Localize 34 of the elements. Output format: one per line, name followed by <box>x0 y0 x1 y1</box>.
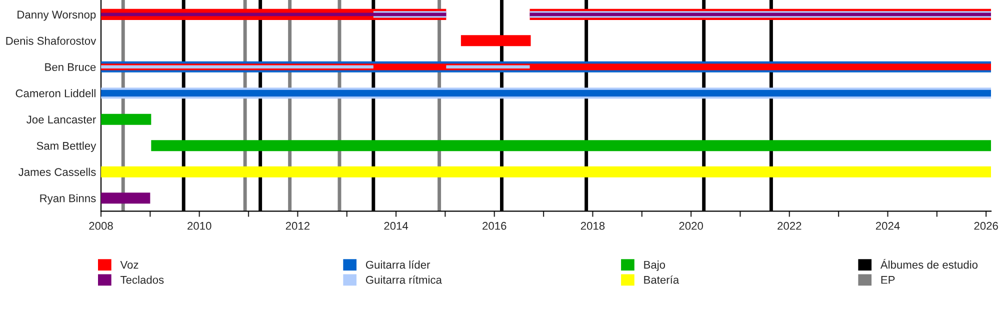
y-tick-label: Ben Bruce <box>45 63 96 72</box>
bar <box>151 140 991 152</box>
bar <box>101 114 152 125</box>
y-tick-label: Denis Shaforostov <box>6 36 96 45</box>
x-tick-label: 2022 <box>778 222 802 230</box>
y-tick-label: Sam Bettley <box>36 142 96 152</box>
bar <box>446 65 530 69</box>
bar <box>101 192 150 204</box>
x-tick-label: 2012 <box>286 222 310 230</box>
y-tick-label: Cameron Liddell <box>16 89 96 98</box>
x-tick-label: 2020 <box>679 222 703 230</box>
bar <box>101 12 446 16</box>
x-tick-label: 2016 <box>482 222 506 230</box>
x-tick-label: 2026 <box>974 222 998 230</box>
legend-label: Teclados <box>120 276 164 284</box>
legend-label: Batería <box>644 275 680 284</box>
y-tick-label: Ryan Binns <box>40 194 96 204</box>
y-tick-label: James Cassells <box>18 168 96 176</box>
bar <box>101 166 991 178</box>
y-tick-label: Danny Worsnop <box>18 10 96 21</box>
legend-label: EP <box>881 276 895 284</box>
legend-label: Guitarra líder <box>366 260 430 269</box>
legend-label: Bajo <box>644 260 666 271</box>
legend-label: Álbumes de estudio <box>880 258 978 269</box>
x-tick-label: 2010 <box>188 222 212 230</box>
y-tick-label: Joe Lancaster <box>26 116 96 124</box>
x-tick-label: 2008 <box>89 222 113 230</box>
legend-label: Voz <box>120 260 138 269</box>
x-tick-label: 2018 <box>580 222 605 230</box>
x-tick-label: 2024 <box>876 222 900 230</box>
x-tick-label: 2014 <box>384 222 408 230</box>
bar <box>101 65 374 69</box>
legend-label: Guitarra rítmica <box>366 275 442 284</box>
bar <box>460 35 531 46</box>
